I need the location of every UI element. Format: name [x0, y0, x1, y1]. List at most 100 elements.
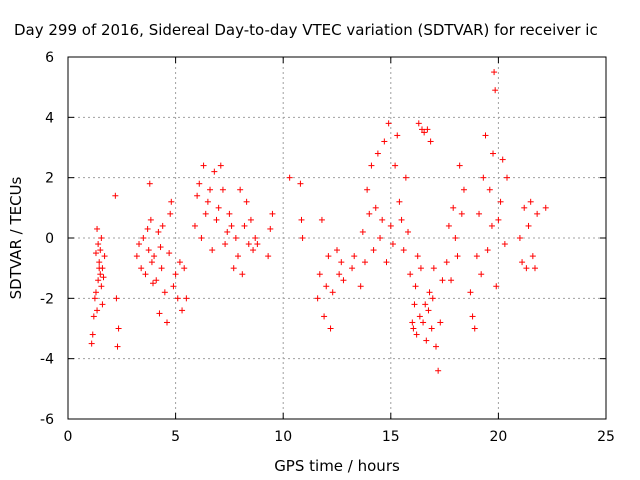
data-point [370, 247, 377, 254]
data-point [136, 241, 143, 248]
data-point [269, 210, 276, 217]
data-point [241, 222, 248, 229]
data-point [179, 307, 186, 314]
data-point [204, 198, 211, 205]
data-point [211, 168, 218, 175]
data-point [415, 120, 422, 127]
data-point [99, 301, 106, 308]
data-point [516, 235, 523, 241]
data-point [402, 174, 409, 181]
data-point [314, 295, 321, 302]
data-point [163, 319, 170, 326]
data-point [96, 259, 103, 266]
data-point [286, 174, 293, 181]
data-point [482, 132, 489, 139]
data-point [467, 289, 474, 296]
data-point [420, 319, 427, 326]
data-point [224, 228, 231, 235]
data-point [298, 216, 305, 223]
data-point [412, 283, 419, 290]
y-tick-label: 2 [45, 171, 54, 187]
data-point [419, 126, 426, 133]
data-point [349, 265, 356, 272]
x-axis-label: GPS time / hours [274, 457, 400, 475]
data-point [430, 265, 437, 272]
data-point [91, 295, 98, 302]
data-point [98, 283, 105, 290]
data-point [364, 186, 371, 193]
data-point [194, 192, 201, 199]
data-point [213, 216, 220, 223]
data-point [167, 210, 174, 217]
data-point [114, 343, 121, 350]
data-point [366, 210, 373, 217]
data-point [519, 259, 526, 266]
data-point [359, 228, 366, 235]
data-point [226, 210, 233, 217]
data-point [488, 222, 495, 229]
data-point [327, 325, 334, 332]
data-point [323, 283, 330, 290]
data-point [400, 247, 407, 254]
data-point [471, 325, 478, 332]
data-point [297, 180, 304, 187]
y-tick-label: 4 [45, 110, 54, 126]
data-point [228, 222, 235, 229]
data-point [437, 319, 444, 326]
data-point [450, 204, 457, 211]
data-point [217, 162, 224, 169]
data-point [377, 235, 384, 241]
data-point [334, 247, 340, 254]
data-point [525, 222, 532, 229]
data-point [458, 210, 465, 217]
data-point [413, 331, 420, 338]
data-point [146, 180, 153, 187]
data-point [387, 222, 394, 229]
data-point [207, 186, 214, 193]
data-point [490, 150, 497, 157]
data-point [100, 274, 107, 281]
data-point [181, 265, 188, 272]
x-tick-label: 15 [382, 429, 400, 445]
x-tick-label: 25 [597, 429, 615, 445]
data-point [170, 283, 177, 290]
data-point [435, 367, 442, 374]
data-point [145, 247, 152, 254]
data-point [156, 310, 163, 317]
x-tick-label: 5 [171, 429, 180, 445]
data-point [480, 174, 487, 181]
data-point [254, 241, 261, 248]
data-point [94, 225, 101, 232]
data-point [166, 250, 173, 257]
data-point [385, 120, 392, 127]
data-point [230, 265, 237, 272]
data-point [409, 319, 416, 326]
data-point [101, 253, 108, 260]
data-point [196, 180, 203, 187]
data-point [318, 216, 325, 223]
chart-title: Day 299 of 2016, Sidereal Day-to-day VTE… [14, 21, 598, 39]
data-point [529, 253, 536, 260]
data-point [456, 162, 463, 169]
data-point [340, 277, 347, 284]
data-point [267, 225, 274, 232]
y-tick-label: -2 [40, 291, 54, 307]
data-point [219, 186, 226, 193]
data-point [426, 289, 433, 296]
data-point [98, 235, 105, 241]
data-point [155, 228, 162, 235]
data-point [151, 253, 158, 260]
data-point [99, 265, 106, 272]
data-point [504, 174, 511, 181]
data-point [410, 325, 417, 332]
grid-lines [68, 57, 606, 419]
data-point [427, 138, 434, 145]
data-point [232, 235, 239, 241]
data-point [351, 253, 358, 260]
data-point [140, 235, 147, 241]
data-point [379, 216, 386, 223]
data-point [215, 204, 222, 211]
data-point [95, 277, 102, 284]
data-point [527, 198, 534, 205]
